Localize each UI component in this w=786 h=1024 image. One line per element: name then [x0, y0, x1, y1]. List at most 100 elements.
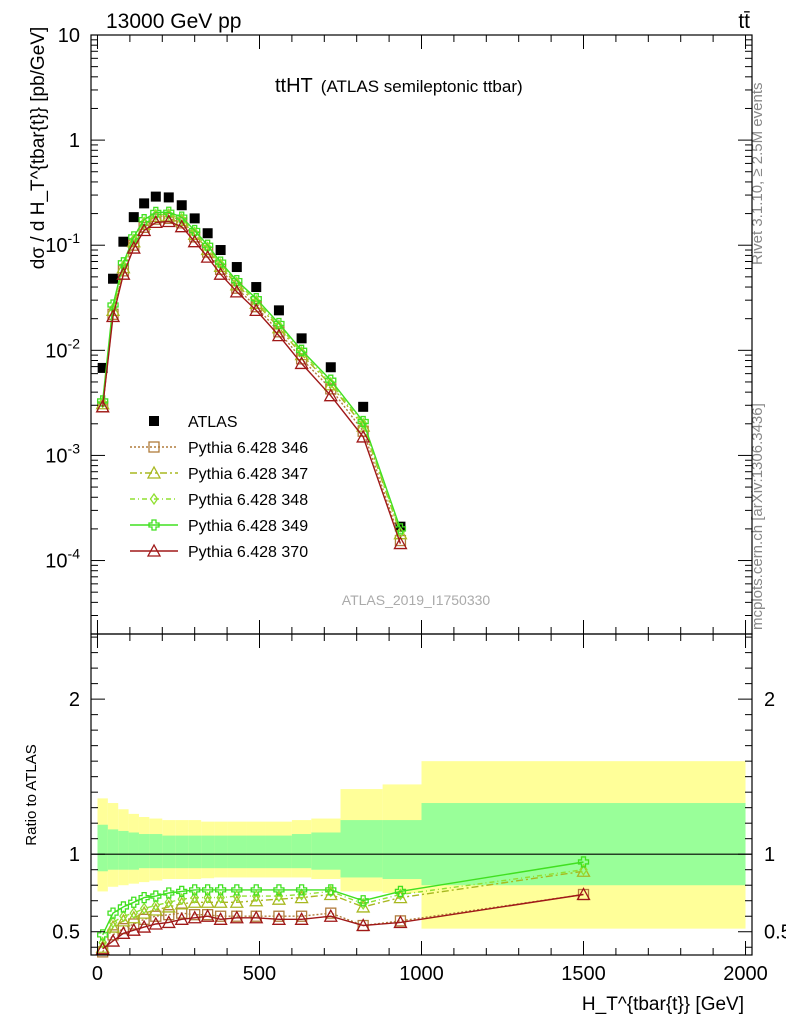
x-tick-label: 2000 [723, 963, 768, 985]
main-point-p349 [295, 344, 308, 356]
ratio-point-p347 [187, 894, 202, 908]
main-point-p349 [325, 374, 337, 386]
main-point-p370 [200, 249, 215, 263]
legend-marker-p349 [148, 519, 160, 531]
legend-marker-p347 [146, 465, 162, 479]
main-point-p349 [231, 275, 243, 287]
ratio-point-p347 [126, 910, 141, 924]
ratio-point-p349 [394, 885, 407, 898]
main-point-data [108, 273, 119, 284]
ratio-point-p370 [213, 911, 228, 925]
ratio-point-p349 [117, 901, 130, 913]
ratio-point-p370 [116, 925, 131, 939]
ratio-point-p347 [105, 919, 121, 933]
ratio-band-inner [246, 835, 266, 869]
main-point-data [202, 228, 213, 239]
ratio-point-p347 [148, 902, 163, 916]
main-point-p348 [232, 276, 242, 289]
ratio-point-p347 [137, 905, 152, 919]
main-point-p348 [119, 259, 128, 272]
main-point-data [358, 401, 369, 412]
main-point-p348 [203, 241, 212, 254]
ratio-point-p347 [200, 894, 215, 908]
x-tick-label: 1500 [561, 963, 606, 985]
rivet-version-text: Rivet 3.1.10, ≥ 2.5M events [749, 83, 766, 266]
ratio-y-tick-label-right: 0.5 [764, 922, 786, 944]
main-point-p349 [189, 224, 201, 237]
ratio-point-p348 [108, 916, 118, 929]
ratio-point-p346 [150, 910, 162, 922]
main-point-data [215, 245, 226, 256]
main-point-p349 [97, 395, 109, 407]
main-line-p347 [102, 215, 402, 534]
main-point-p370 [116, 266, 131, 280]
ratio-point-p346 [295, 910, 308, 922]
x-tick-label: 500 [243, 963, 276, 985]
main-point-p370 [161, 214, 176, 228]
ratio-point-p349 [273, 884, 285, 896]
legend-label-data: ATLAS [188, 414, 238, 431]
ratio-point-p347 [116, 913, 131, 927]
main-point-p370 [126, 240, 141, 254]
main-point-p370 [105, 309, 121, 323]
main-point-data [296, 333, 307, 344]
header-left: 13000 GeV pp [106, 10, 241, 33]
ratio-point-p346 [163, 909, 175, 921]
ratio-point-p347 [213, 894, 228, 908]
main-point-p370 [356, 429, 371, 443]
main-point-p348 [139, 216, 149, 229]
ratio-band-inner [162, 835, 176, 869]
main-point-p349 [138, 214, 150, 226]
ratio-y-tick-label-right: 2 [764, 689, 775, 711]
ratio-point-p349 [357, 895, 369, 907]
ratio-point-p349 [128, 896, 140, 908]
main-y-tick-label: 10 [58, 25, 80, 47]
ratio-point-p349 [201, 884, 214, 896]
main-point-data [231, 262, 242, 273]
ratio-point-p348 [139, 902, 149, 915]
ratio-point-p349 [214, 884, 227, 896]
main-y-tick-label: 10-3 [45, 440, 80, 467]
main-point-p370 [229, 284, 244, 298]
ratio-band-inner [107, 829, 119, 870]
ratio-point-p348 [190, 891, 199, 904]
ratio-point-p370 [249, 910, 264, 924]
main-point-data [128, 212, 139, 223]
ratio-point-p349 [325, 884, 337, 896]
x-tick-label: 1000 [399, 963, 444, 985]
main-point-p349 [176, 211, 188, 223]
ratio-point-p349 [176, 885, 188, 898]
ratio-point-p370 [576, 887, 591, 901]
main-point-p370 [271, 328, 287, 342]
legend-label-p348: Pythia 6.428 348 [188, 492, 308, 509]
plot-title: ttHT (ATLAS semileptonic ttbar) [275, 75, 523, 97]
main-point-data [150, 191, 161, 202]
x-tick-label: 0 [92, 963, 103, 985]
x-axis-label: H_T^{tbar{t}} [GeV] [582, 994, 744, 1015]
ratio-point-p349 [250, 884, 262, 896]
ratio-point-p349 [107, 907, 119, 919]
ratio-point-p348 [203, 891, 212, 904]
main-point-p346 [394, 534, 407, 547]
main-point-p349 [394, 523, 407, 535]
main-y-tick-label: 10-4 [45, 546, 80, 573]
ratio-point-p347 [161, 899, 176, 913]
main-point-p349 [357, 415, 369, 428]
ratio-point-p370 [200, 908, 215, 922]
main-point-p370 [213, 266, 228, 280]
main-y-axis-label: dσ / d H_T^{tbar{t}} [pb/GeV] [28, 27, 49, 269]
ratio-band-inner [188, 835, 202, 869]
main-point-p349 [201, 239, 214, 251]
main-point-data [118, 236, 129, 247]
ratio-point-p348 [164, 896, 174, 909]
ratio-point-p370 [148, 916, 163, 930]
main-point-data [97, 362, 108, 373]
ratio-y-axis-label: Ratio to ATLAS [23, 744, 40, 845]
ratio-point-p348 [129, 906, 139, 920]
ratio-point-p346 [138, 913, 150, 925]
axes: 0 500 1000 1500 2000 10 1 10-1 10-2 10-3 10-4 0.5 0.… [45, 25, 786, 985]
main-point-data [325, 362, 336, 373]
main-point-p349 [163, 206, 175, 218]
ratio-point-p346 [176, 907, 188, 919]
